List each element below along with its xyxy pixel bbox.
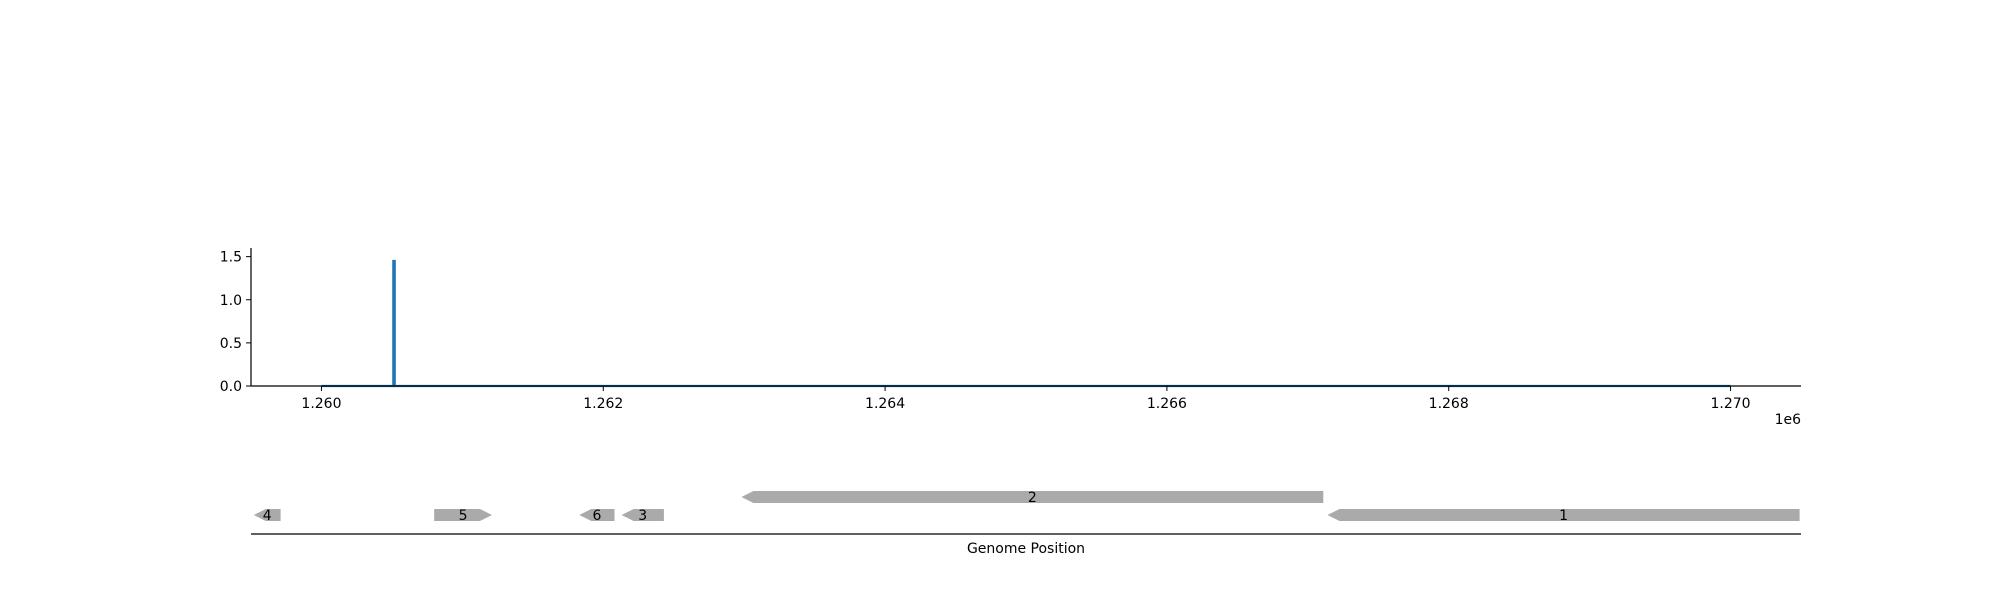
x-tick-label: 1.266 xyxy=(1147,396,1187,412)
gene-arrow xyxy=(579,509,615,521)
gene-5: 5 xyxy=(434,508,492,524)
coverage-plot: 1.260 1.262 1.264 1.266 1.268 1.270 0.0 0.5 1.0… xyxy=(220,248,1801,428)
gene-4: 4 xyxy=(253,508,281,524)
gene-track: 4 5 6 3 2 1 Genome Position xyxy=(251,490,1801,557)
gene-arrow xyxy=(434,509,492,521)
gene-arrow xyxy=(621,509,664,521)
y-ticks: 0.0 0.5 1.0 1.5 xyxy=(220,250,251,395)
gene-label: 2 xyxy=(1028,490,1037,506)
gene-arrows: 4 5 6 3 2 1 xyxy=(253,490,1800,524)
gene-label: 1 xyxy=(1559,508,1568,524)
x-tick-label: 1.260 xyxy=(301,396,341,412)
coverage-line-0 xyxy=(321,259,1731,388)
gene-label: 6 xyxy=(592,508,601,524)
gene-label: 5 xyxy=(459,508,468,524)
y-tick-label: 1.0 xyxy=(220,293,242,309)
x-tick-label: 1.268 xyxy=(1429,396,1469,412)
gene-arrow xyxy=(741,491,1324,503)
gene-2: 2 xyxy=(741,490,1324,506)
x-tick-label: 1.264 xyxy=(865,396,905,412)
x-tick-label: 1.270 xyxy=(1710,396,1750,412)
gene-3: 3 xyxy=(621,508,664,524)
y-tick-label: 0.0 xyxy=(220,379,242,395)
x-tick-label: 1.262 xyxy=(583,396,623,412)
gene-label: 3 xyxy=(638,508,647,524)
gene-arrow xyxy=(1327,509,1800,521)
coverage-series xyxy=(321,259,1731,388)
gene-label: 4 xyxy=(263,508,272,524)
gene-6: 6 xyxy=(579,508,615,524)
gene-1: 1 xyxy=(1327,508,1800,524)
x-ticks: 1.260 1.262 1.264 1.266 1.268 1.270 xyxy=(301,386,1751,412)
y-tick-label: 0.5 xyxy=(220,336,242,352)
x-axis-scale-label: 1e6 xyxy=(1775,412,1802,428)
gene-arrow xyxy=(253,509,281,521)
y-tick-label: 1.5 xyxy=(220,250,242,266)
x-axis-label: Genome Position xyxy=(967,541,1085,557)
